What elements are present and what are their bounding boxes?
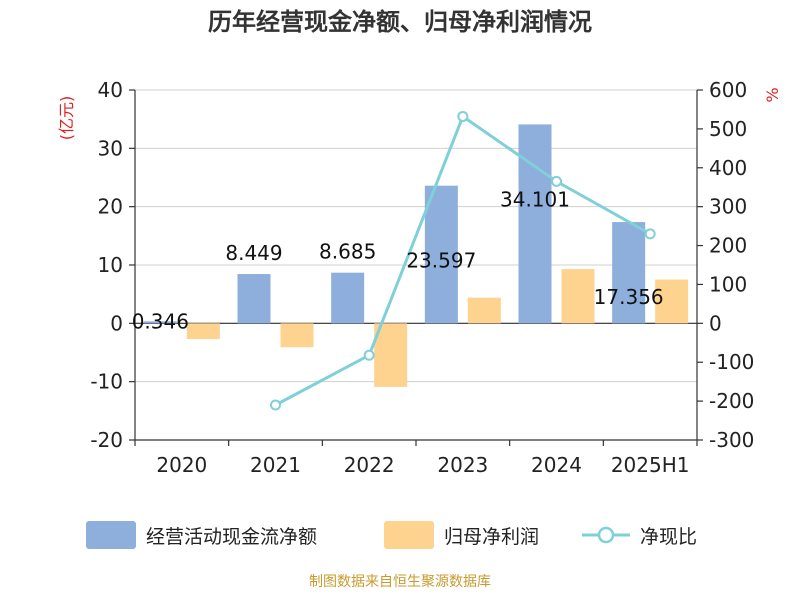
right-tick-label-8: -200	[709, 389, 754, 413]
legend-swatch-cashflow	[86, 521, 136, 549]
left-tick-label-4: 0	[110, 311, 123, 335]
x-tick-label-5: 2025H1	[611, 453, 690, 477]
profit-bar-2022	[374, 323, 408, 387]
right-tick-label-3: 300	[709, 195, 747, 219]
cashflow-label-2021: 8.449	[225, 241, 282, 265]
cashflow-bar-2022	[331, 272, 365, 324]
left-tick-label-6: -20	[90, 428, 123, 452]
cashflow-bar-2024	[518, 124, 552, 324]
source-note: 制图数据来自恒生聚源数据库	[309, 574, 491, 590]
ratio-point-2023	[457, 110, 469, 122]
cashflow-bar-2021	[237, 274, 271, 324]
profit-bar-2025H1	[655, 279, 689, 324]
cashflow-bar-2023	[424, 185, 458, 324]
x-tick-label-0: 2020	[156, 453, 207, 477]
right-tick-label-6: 0	[709, 311, 722, 335]
left-axis-label: (亿元)	[57, 96, 76, 141]
legend-label-cashflow: 经营活动现金流净额	[146, 526, 317, 548]
cashflow-label-2023: 23.597	[406, 249, 476, 273]
right-tick-label-2: 400	[709, 156, 747, 180]
cashflow-bar-2025H1	[612, 222, 646, 324]
left-tick-label-1: 30	[98, 136, 123, 160]
legend-label-ratio: 净现比	[640, 526, 697, 548]
right-tick-label-4: 200	[709, 234, 747, 258]
cashflow-label-2024: 34.101	[500, 187, 570, 211]
profit-bar-2023	[467, 297, 501, 324]
right-tick-label-7: -100	[709, 350, 754, 374]
chart-title: 历年经营现金净额、归母净利润情况	[208, 8, 592, 36]
cashflow-label-2022: 8.685	[319, 240, 376, 264]
left-tick-label-0: 40	[98, 78, 123, 102]
right-tick-label-1: 500	[709, 117, 747, 141]
right-tick-label-9: -300	[709, 428, 754, 452]
profit-bar-2024	[561, 269, 595, 324]
legend: 经营活动现金流净额 归母净利润 净现比	[86, 521, 697, 549]
left-tick-label-3: 10	[98, 253, 123, 277]
profit-bar-2020	[186, 323, 220, 340]
left-tick-label-5: -10	[90, 370, 123, 394]
right-tick-label-5: 100	[709, 272, 747, 296]
legend-swatch-profit	[384, 521, 434, 549]
x-tick-label-2: 2022	[344, 453, 395, 477]
ratio-point-2025H1	[644, 228, 656, 240]
left-tick-label-2: 20	[98, 195, 123, 219]
legend-label-profit: 归母净利润	[444, 526, 539, 548]
ratio-point-2022	[363, 349, 375, 361]
ratio-point-2021	[270, 399, 281, 411]
cashflow-bar-2020	[143, 321, 177, 324]
x-tick-label-4: 2024	[531, 453, 582, 477]
cashflow-label-2025H1: 17.356	[594, 285, 664, 309]
right-axis-label: %	[763, 87, 782, 102]
axes: 403020100-10-206005004003002001000-100-2…	[90, 78, 754, 477]
data-labels: 0.346 8.449 8.685 23.597 34.101 17.356	[132, 187, 664, 333]
profit-bar-2021	[280, 323, 314, 348]
x-tick-label-1: 2021	[250, 453, 301, 477]
ratio-point-2024	[551, 175, 562, 187]
legend-marker-ratio	[597, 526, 615, 544]
x-tick-label-3: 2023	[437, 453, 488, 477]
bars	[143, 124, 689, 387]
cashflow-label-2020: 0.346	[132, 309, 189, 333]
right-tick-label-0: 600	[709, 78, 747, 102]
ratio-line	[270, 110, 656, 411]
